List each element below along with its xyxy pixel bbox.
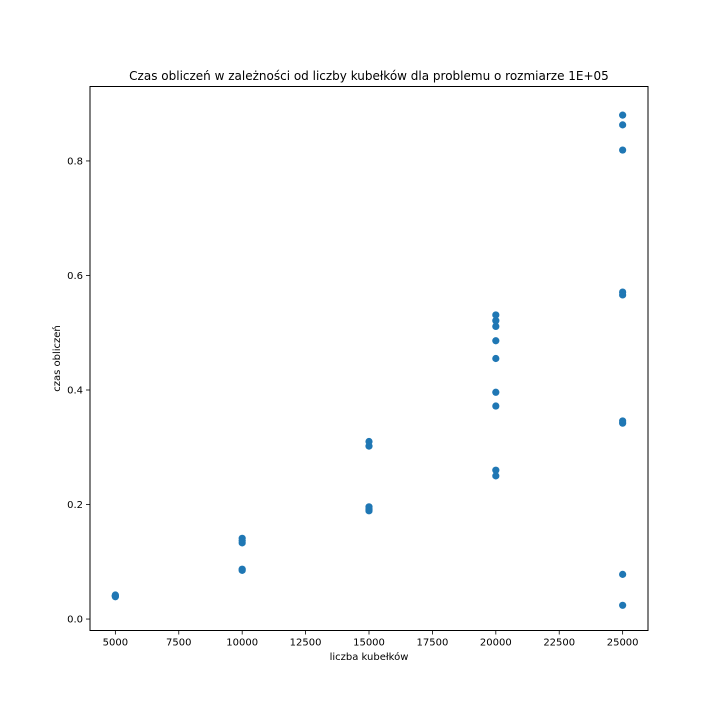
data-point (492, 402, 500, 410)
data-point (492, 322, 500, 331)
plot-frame (89, 86, 649, 631)
y-tick-label: 0.0 (67, 615, 83, 626)
data-point (492, 354, 500, 363)
data-point (619, 121, 627, 129)
data-point (492, 337, 500, 345)
x-tick-label: 12500 (290, 638, 322, 649)
data-point (492, 472, 500, 480)
x-axis: 5000 7500 10000 12500 15000 17500 20000 22500 25… (103, 630, 639, 649)
data-point (238, 565, 246, 573)
points-layer (111, 111, 627, 609)
x-tick-label: 22500 (543, 638, 575, 649)
data-point (619, 570, 627, 578)
data-point (365, 437, 373, 446)
data-point (619, 111, 627, 119)
x-tick-label: 7500 (166, 638, 191, 649)
x-tick-label: 5000 (103, 638, 128, 649)
y-tick-label: 0.8 (67, 156, 83, 167)
y-axis: 0.0 0.2 0.4 0.6 0.8 (67, 156, 90, 626)
y-axis-label: czas obliczeń (51, 325, 63, 392)
data-point (492, 311, 500, 319)
data-point (238, 534, 246, 542)
data-point (492, 466, 500, 474)
x-tick-label: 15000 (353, 638, 385, 649)
data-point (492, 388, 500, 396)
x-tick-label: 20000 (480, 638, 512, 649)
x-tick-label: 10000 (226, 638, 258, 649)
data-point (492, 317, 500, 325)
x-axis-label: liczba kubełków (330, 651, 409, 663)
x-tick-label: 17500 (417, 638, 449, 649)
data-point (619, 601, 627, 609)
y-tick-label: 0.6 (67, 271, 83, 282)
data-point (619, 288, 627, 296)
chart-title: Czas obliczeń w zależności od liczby kub… (129, 69, 609, 83)
data-point (111, 591, 119, 599)
y-tick-label: 0.4 (67, 385, 83, 396)
data-point (365, 503, 373, 511)
x-tick-label: 25000 (607, 638, 639, 649)
data-point (619, 146, 627, 154)
y-tick-label: 0.2 (67, 500, 83, 511)
data-point (619, 417, 627, 425)
